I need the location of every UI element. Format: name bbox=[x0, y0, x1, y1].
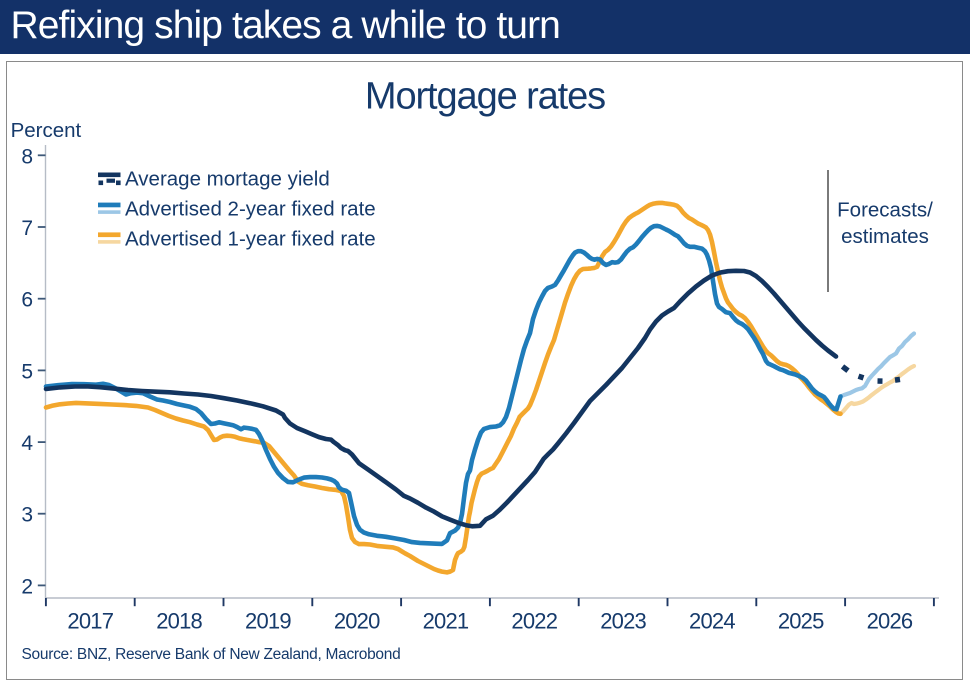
svg-text:2017: 2017 bbox=[67, 609, 113, 634]
svg-text:Advertised 1-year fixed rate: Advertised 1-year fixed rate bbox=[125, 228, 376, 251]
svg-text:2022: 2022 bbox=[511, 609, 557, 634]
svg-text:2023: 2023 bbox=[600, 609, 646, 634]
svg-text:Mortgage rates: Mortgage rates bbox=[365, 76, 605, 118]
svg-text:2020: 2020 bbox=[334, 609, 380, 634]
svg-text:7: 7 bbox=[21, 217, 33, 240]
svg-text:2025: 2025 bbox=[778, 609, 824, 634]
svg-text:6: 6 bbox=[21, 289, 33, 312]
svg-text:8: 8 bbox=[21, 145, 33, 168]
svg-text:3: 3 bbox=[21, 504, 33, 527]
svg-text:Percent: Percent bbox=[11, 119, 82, 142]
svg-text:Advertised 2-year fixed rate: Advertised 2-year fixed rate bbox=[125, 198, 376, 221]
svg-text:Source: BNZ, Reserve Bank of N: Source: BNZ, Reserve Bank of New Zealand… bbox=[22, 646, 401, 663]
svg-text:5: 5 bbox=[21, 360, 33, 383]
svg-text:4: 4 bbox=[21, 432, 33, 455]
svg-text:2018: 2018 bbox=[156, 609, 202, 634]
svg-text:2021: 2021 bbox=[423, 609, 469, 634]
svg-text:2026: 2026 bbox=[867, 609, 913, 634]
svg-text:Average mortage yield: Average mortage yield bbox=[125, 168, 330, 191]
svg-text:Forecasts/: Forecasts/ bbox=[837, 199, 933, 222]
svg-text:2024: 2024 bbox=[689, 609, 735, 634]
svg-text:2: 2 bbox=[21, 575, 33, 598]
svg-text:estimates: estimates bbox=[841, 225, 929, 248]
svg-text:2019: 2019 bbox=[245, 609, 291, 634]
